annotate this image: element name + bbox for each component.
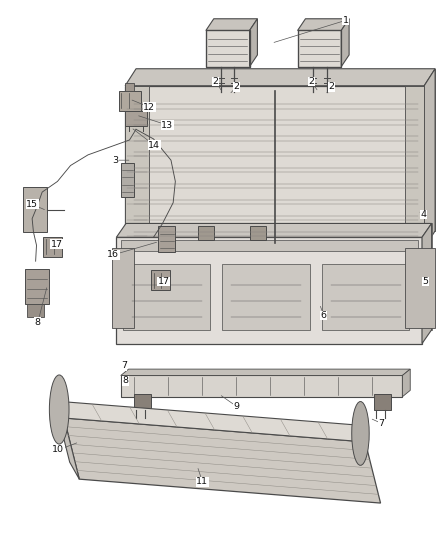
Ellipse shape: [49, 375, 69, 444]
Polygon shape: [206, 30, 250, 67]
Polygon shape: [121, 375, 403, 397]
Text: 1: 1: [343, 16, 349, 25]
Polygon shape: [151, 270, 170, 290]
Polygon shape: [223, 264, 310, 330]
Polygon shape: [405, 248, 435, 328]
Polygon shape: [134, 394, 151, 410]
Polygon shape: [121, 369, 410, 375]
Polygon shape: [123, 264, 210, 330]
Text: 8: 8: [122, 376, 128, 385]
Text: 13: 13: [162, 120, 173, 130]
Polygon shape: [422, 223, 431, 344]
Polygon shape: [26, 220, 42, 225]
Text: 17: 17: [158, 277, 170, 286]
Text: 4: 4: [420, 210, 426, 219]
Polygon shape: [158, 225, 175, 252]
Polygon shape: [219, 86, 224, 91]
Ellipse shape: [352, 401, 369, 465]
Polygon shape: [126, 223, 431, 330]
Polygon shape: [125, 86, 149, 248]
Text: 8: 8: [35, 318, 41, 327]
Polygon shape: [125, 111, 147, 126]
Text: 6: 6: [321, 311, 327, 320]
Polygon shape: [403, 369, 410, 397]
Polygon shape: [54, 401, 79, 479]
Polygon shape: [251, 225, 266, 240]
Polygon shape: [424, 69, 435, 248]
Polygon shape: [232, 86, 237, 91]
Polygon shape: [26, 211, 42, 216]
Polygon shape: [43, 237, 62, 257]
Polygon shape: [54, 401, 365, 442]
Polygon shape: [198, 225, 214, 240]
Polygon shape: [125, 86, 424, 248]
Text: 2: 2: [212, 77, 219, 86]
Polygon shape: [121, 163, 134, 197]
Polygon shape: [405, 86, 424, 248]
Text: 17: 17: [50, 240, 63, 249]
Polygon shape: [322, 264, 410, 330]
Text: 3: 3: [113, 156, 119, 165]
Polygon shape: [26, 191, 42, 197]
Polygon shape: [250, 19, 258, 67]
Polygon shape: [325, 86, 330, 91]
Text: 16: 16: [107, 251, 119, 260]
Polygon shape: [64, 418, 381, 503]
Text: 11: 11: [196, 478, 208, 486]
Polygon shape: [374, 394, 392, 410]
Text: 2: 2: [328, 82, 335, 91]
Text: 2: 2: [233, 82, 240, 91]
Text: 7: 7: [378, 419, 385, 428]
Polygon shape: [206, 19, 258, 30]
Polygon shape: [26, 201, 42, 206]
Text: 5: 5: [423, 277, 428, 286]
Text: 7: 7: [121, 361, 127, 370]
Polygon shape: [22, 187, 46, 232]
Polygon shape: [117, 223, 431, 237]
Text: 14: 14: [148, 141, 160, 150]
Text: 2: 2: [308, 77, 314, 86]
Polygon shape: [310, 86, 315, 91]
Polygon shape: [27, 304, 44, 317]
Polygon shape: [297, 30, 341, 67]
Text: 10: 10: [52, 446, 64, 455]
Polygon shape: [112, 248, 134, 328]
Polygon shape: [121, 240, 418, 251]
Polygon shape: [297, 19, 349, 30]
Polygon shape: [125, 83, 134, 91]
Polygon shape: [117, 237, 422, 344]
Polygon shape: [136, 69, 435, 231]
Polygon shape: [25, 269, 49, 304]
Text: 15: 15: [26, 200, 38, 209]
Polygon shape: [125, 69, 435, 86]
Polygon shape: [341, 19, 349, 67]
Text: 12: 12: [143, 102, 155, 111]
Polygon shape: [119, 91, 141, 111]
Text: 9: 9: [233, 402, 240, 411]
